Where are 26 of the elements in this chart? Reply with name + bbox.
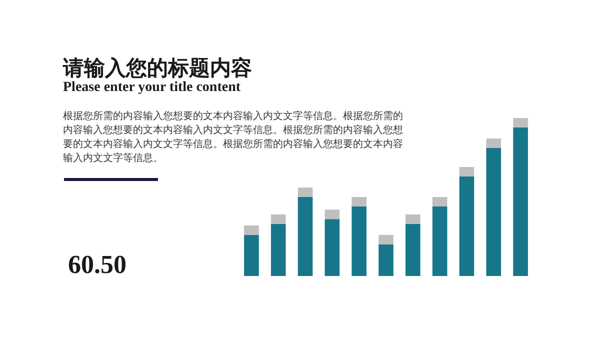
bar: [459, 176, 474, 276]
bar: [378, 234, 394, 244]
bar: [298, 197, 313, 276]
bar: [244, 225, 259, 235]
bar: [459, 166, 474, 176]
bar: [352, 206, 366, 276]
bar: [244, 234, 259, 276]
annotation: 根据您所需的内容输入您想要的文本内容输入内文文字等信息。根据您所需的内容输入您想要的文本内容输入内文文字等信息。根据您所需的内容输入您想要的文本内容输入内文文字等信息。根据您所需的内容输入您想要的文本内容输入内文文字等信息。: [63, 110, 403, 166]
bar: [486, 148, 502, 276]
bar: [324, 210, 340, 220]
bar: [513, 118, 528, 128]
bar: [486, 138, 502, 148]
text: 60.50: [68, 250, 126, 280]
bar: [270, 214, 286, 224]
bar: [406, 214, 420, 224]
bar: [298, 188, 313, 197]
bar: [324, 219, 340, 276]
bar: [270, 224, 286, 276]
bar: [352, 197, 366, 206]
bar: [432, 206, 448, 276]
bar: [513, 127, 528, 276]
bar: [406, 224, 420, 276]
bar: [432, 197, 448, 206]
chart-title: 请输入您的标题内容: [63, 55, 252, 81]
chart-subtitle: Please enter your title content: [63, 80, 241, 96]
bar: [378, 244, 394, 276]
